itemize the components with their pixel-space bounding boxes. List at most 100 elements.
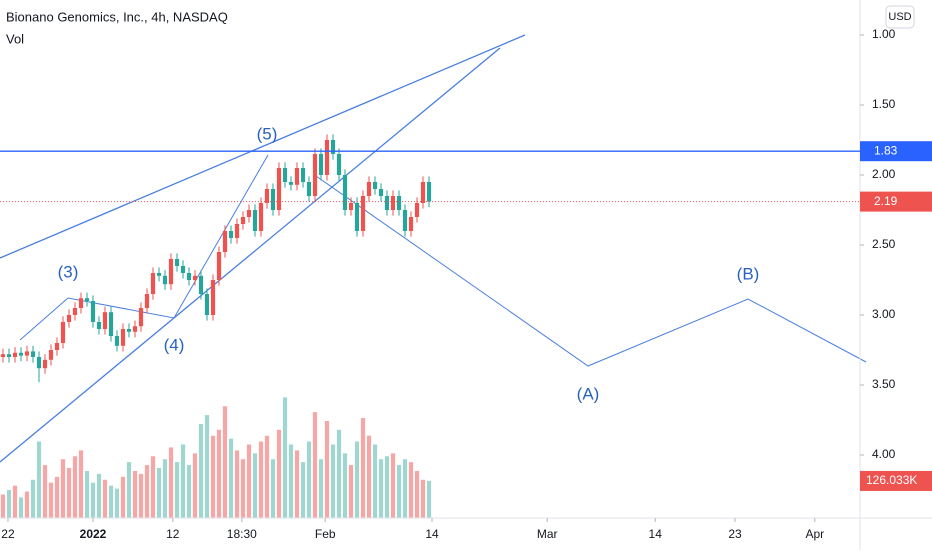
volume-bar [264,435,270,518]
y-tick-label: 3.00 [872,307,896,321]
price-label-box [860,191,932,212]
candle-body [204,294,210,315]
volume-title: Vol [6,31,24,46]
candle-body [66,315,72,322]
candle-body [156,273,162,276]
candle-body [390,196,396,210]
candle-body [258,203,264,231]
candle-body [240,217,246,224]
volume-bar [168,447,174,518]
candle-body [84,298,90,301]
volume-bar [426,480,432,518]
candle-body [96,322,102,329]
volume-bar [18,497,24,518]
candle-body [336,154,342,175]
volume-bar [420,479,426,518]
candle-body [174,259,180,266]
volume-bar [216,429,222,518]
candle-body [342,175,348,210]
chart-title: Bionano Genomics, Inc., 4h, NASDAQ [6,9,228,24]
candle-body [264,189,270,203]
candle-body [306,182,312,196]
volume-bar [318,459,324,518]
y-tick-label: 4.00 [872,447,896,461]
candle-body [24,351,30,356]
volume-bar [330,444,336,518]
candle-body [180,266,186,273]
candle-body [90,301,96,322]
candle-body [6,354,12,357]
volume-bar [384,456,390,518]
candle-body [294,168,300,185]
volume-bar [228,438,234,518]
candle-body [18,352,24,356]
volume-bar [144,465,150,518]
candle-body [114,336,120,346]
candle-body [414,203,420,217]
volume-bar [294,450,300,518]
wave-label: (5) [257,124,278,143]
candle-body [228,231,234,238]
volume-bar [150,456,156,518]
volume-label: 126.033K [866,473,917,487]
candle-body [354,203,360,231]
volume-bar [102,479,108,518]
candle-body [60,322,66,343]
volume-bar [234,450,240,518]
volume-bar [108,485,114,518]
candle-body [138,308,144,327]
candle-body [186,273,192,280]
price-label: 1.83 [874,143,898,157]
volume-bar [414,470,420,518]
volume-bar [192,453,198,518]
volume-bar [162,459,168,518]
drawings [0,34,867,463]
volume-bar [336,429,342,518]
volume-bar [342,453,348,518]
volume-label-box [860,470,932,491]
x-tick-label: Apr [805,527,824,541]
volume-bar [132,470,138,518]
candle-body [0,354,6,357]
x-tick-label: 18:30 [227,527,257,541]
x-tick-label: 12 [166,527,180,541]
candle-body [132,326,138,332]
volume-bar [396,465,402,518]
candle-body [108,312,114,336]
x-tick-label: 22 [1,527,15,541]
candle-body [102,312,108,329]
volume-bar [372,444,378,518]
candle-body [72,308,78,315]
candle-body [150,273,156,294]
candle-body [372,182,378,189]
candle-body [282,168,288,182]
volume-bar [360,418,366,518]
volume-bar [366,435,372,518]
candle-body [30,351,36,357]
volume-bar [96,473,102,518]
volume-bar [312,412,318,518]
volume-bar [66,468,72,518]
candle-body [48,350,54,360]
volume-bar [72,456,78,518]
volume-bar [270,459,276,518]
trend-line [0,34,526,259]
candle-body [396,196,402,210]
candle-body [162,275,168,285]
y-tick-label: 1.00 [872,27,896,41]
volume-bar [90,482,96,518]
candle-body [330,140,336,154]
volume-bar [78,450,84,518]
volume-bar [30,479,36,518]
wave-label: (3) [58,262,79,281]
volume-bar [222,406,228,518]
currency[interactable]: USD [888,11,911,23]
volume-bar [252,453,258,518]
volume-bar [288,444,294,518]
volume-bar [138,473,144,518]
currency-button[interactable] [885,5,915,29]
volume-bar [48,482,54,518]
volume-bar [54,476,60,518]
volume-bar [246,444,252,518]
